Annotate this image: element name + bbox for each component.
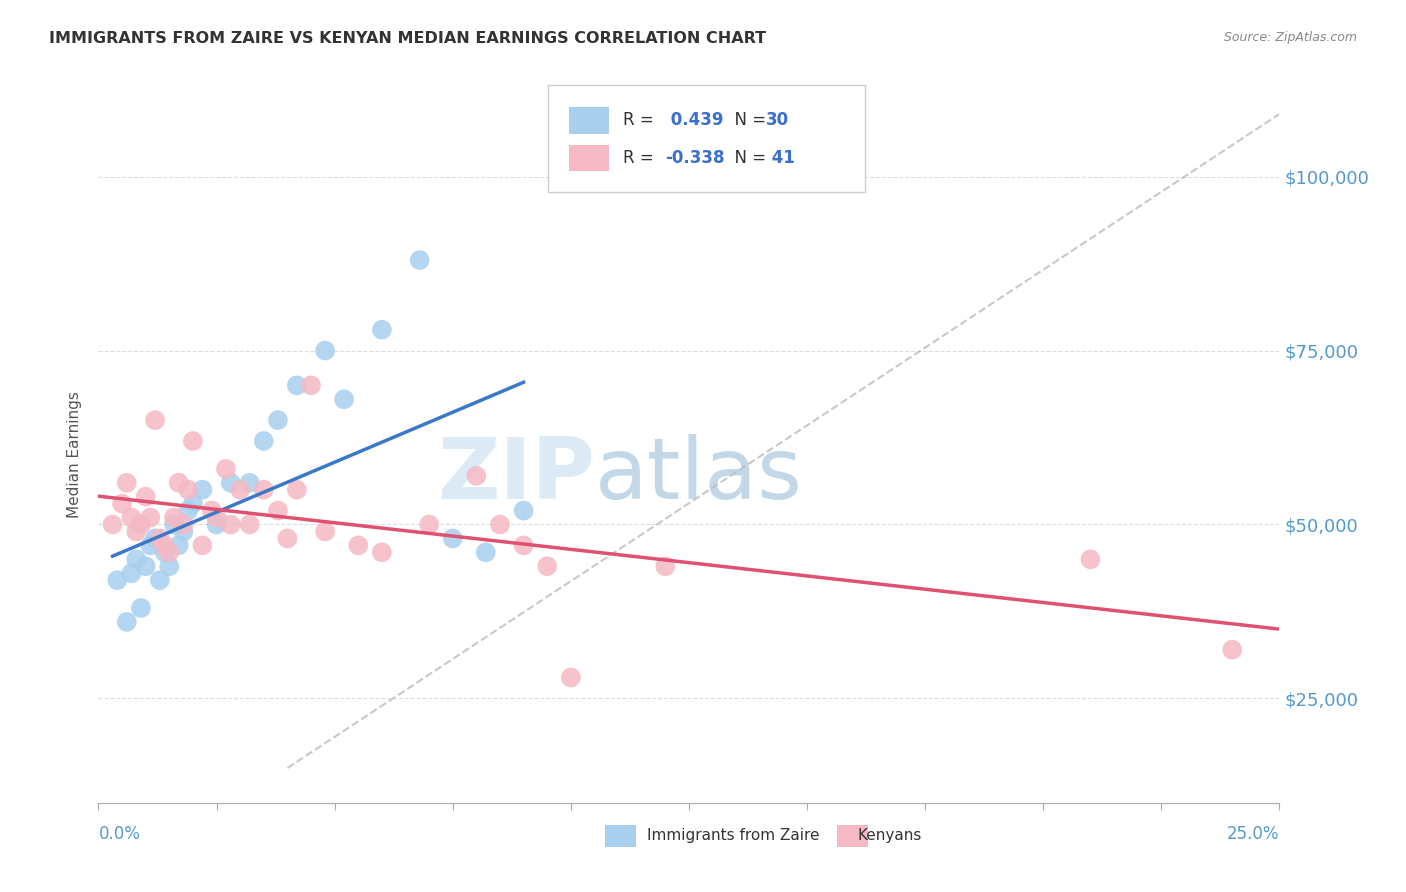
Text: N =: N = xyxy=(724,111,772,128)
FancyBboxPatch shape xyxy=(548,85,865,192)
Point xyxy=(101,517,124,532)
Point xyxy=(299,378,322,392)
Point xyxy=(143,413,166,427)
Point xyxy=(121,510,143,524)
Point xyxy=(239,475,262,490)
Point xyxy=(181,497,204,511)
Text: Immigrants from Zaire: Immigrants from Zaire xyxy=(647,829,820,843)
Point xyxy=(205,517,228,532)
Point xyxy=(253,434,276,448)
Point xyxy=(465,468,488,483)
Bar xyxy=(605,825,636,847)
Point xyxy=(333,392,356,407)
Point xyxy=(129,517,152,532)
Point xyxy=(167,475,190,490)
Point xyxy=(111,497,134,511)
Point xyxy=(418,517,440,532)
Text: 0.439: 0.439 xyxy=(665,111,724,128)
Point xyxy=(536,559,558,574)
Text: 41: 41 xyxy=(766,149,796,167)
Point xyxy=(560,671,582,685)
Point xyxy=(177,483,200,497)
Point xyxy=(512,503,534,517)
Point xyxy=(157,545,180,559)
Point xyxy=(408,253,430,268)
Point xyxy=(347,538,370,552)
Point xyxy=(314,524,336,539)
Point xyxy=(149,532,172,546)
Y-axis label: Median Earnings: Median Earnings xyxy=(67,392,83,518)
Point xyxy=(267,503,290,517)
Point xyxy=(163,517,186,532)
Point xyxy=(371,545,394,559)
Text: -0.338: -0.338 xyxy=(665,149,724,167)
Point xyxy=(371,323,394,337)
Point xyxy=(267,413,290,427)
Point xyxy=(1080,552,1102,566)
Text: R =: R = xyxy=(623,111,659,128)
Text: R =: R = xyxy=(623,149,659,167)
Point xyxy=(135,490,157,504)
Point xyxy=(191,483,214,497)
Point xyxy=(157,559,180,574)
Point xyxy=(121,566,143,581)
Text: Kenyans: Kenyans xyxy=(858,829,922,843)
Point xyxy=(201,503,224,517)
Text: N =: N = xyxy=(724,149,772,167)
Point xyxy=(181,434,204,448)
Point xyxy=(191,538,214,552)
Point xyxy=(153,545,176,559)
Bar xyxy=(569,107,609,134)
Point xyxy=(125,552,148,566)
Point xyxy=(475,545,498,559)
Point xyxy=(654,559,676,574)
Bar xyxy=(837,825,868,847)
Point xyxy=(149,573,172,587)
Point xyxy=(239,517,262,532)
Point xyxy=(177,503,200,517)
Point xyxy=(115,475,138,490)
Point xyxy=(215,462,238,476)
Point xyxy=(285,483,308,497)
Point xyxy=(205,510,228,524)
Point xyxy=(1220,642,1243,657)
Point xyxy=(512,538,534,552)
Point xyxy=(125,524,148,539)
Point xyxy=(219,475,242,490)
Point xyxy=(153,538,176,552)
Point xyxy=(172,517,194,532)
Point xyxy=(441,532,464,546)
Text: IMMIGRANTS FROM ZAIRE VS KENYAN MEDIAN EARNINGS CORRELATION CHART: IMMIGRANTS FROM ZAIRE VS KENYAN MEDIAN E… xyxy=(49,31,766,46)
Point xyxy=(172,524,194,539)
Text: Source: ZipAtlas.com: Source: ZipAtlas.com xyxy=(1223,31,1357,45)
Point xyxy=(276,532,298,546)
Point xyxy=(219,517,242,532)
Point xyxy=(285,378,308,392)
Text: 25.0%: 25.0% xyxy=(1227,825,1279,843)
Text: atlas: atlas xyxy=(595,434,803,517)
Point xyxy=(167,538,190,552)
Point xyxy=(314,343,336,358)
Bar xyxy=(569,145,609,171)
Point xyxy=(135,559,157,574)
Point xyxy=(163,510,186,524)
Text: ZIP: ZIP xyxy=(437,434,595,517)
Point xyxy=(115,615,138,629)
Point xyxy=(253,483,276,497)
Point xyxy=(139,538,162,552)
Point xyxy=(139,510,162,524)
Point xyxy=(129,601,152,615)
Point xyxy=(229,483,252,497)
Text: 30: 30 xyxy=(766,111,789,128)
Point xyxy=(143,532,166,546)
Point xyxy=(105,573,128,587)
Point xyxy=(489,517,512,532)
Text: 0.0%: 0.0% xyxy=(98,825,141,843)
